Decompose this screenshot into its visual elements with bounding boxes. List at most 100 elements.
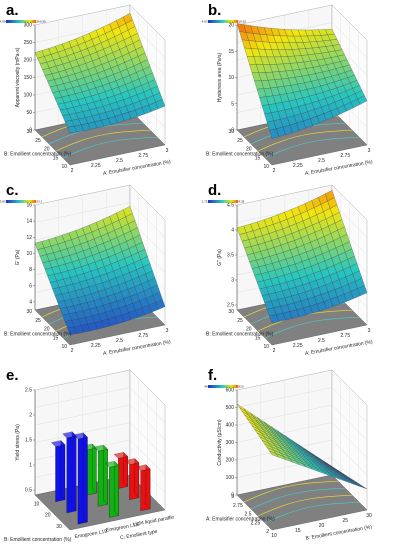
x-tick-label: 2.75 [138, 153, 148, 159]
y-tick-label: 30 [228, 309, 234, 315]
z-tick-label: 50 [26, 110, 32, 116]
z-tick-label: 3 [231, 278, 234, 284]
y-tick-label: 2.5 [245, 512, 252, 518]
colorbar-step [20, 200, 23, 203]
floor-contour [264, 501, 360, 524]
x-axis-label: A: Emulsifier concentration (%) [103, 339, 172, 357]
colorbar-step [230, 200, 233, 203]
y-axis-label: A: Emulsifier concentration (%) [206, 517, 275, 523]
y-tick-label: 30 [26, 309, 32, 315]
colorbar-step [224, 20, 227, 23]
colorbar-min: 4.63 [202, 19, 208, 23]
colorbar-step [216, 385, 219, 388]
y-tick-label: 20 [44, 147, 50, 153]
colorbar: 4.63 19.92 [202, 19, 247, 23]
colorbar: 2.75 4.35 [202, 199, 245, 203]
z-tick-label: 10 [26, 251, 32, 257]
z-tick-label: 3.5 [227, 253, 234, 259]
colorbar-step [222, 385, 225, 388]
y-axis-label: B: Emollient concentration (%) [4, 332, 72, 338]
bar-top [113, 452, 129, 459]
x-tick-label: 15 [295, 528, 301, 534]
wall-gridline [34, 202, 166, 238]
x-tick-label: 3 [166, 148, 169, 154]
panel-label: b. [208, 2, 221, 19]
colorbar-step [228, 385, 231, 388]
colorbar-step [16, 200, 19, 203]
colorbar-step [6, 200, 9, 203]
wall-gridline [236, 404, 368, 441]
colorbar-step [24, 200, 27, 203]
y-tick-label: 20 [45, 513, 51, 519]
z-tick-label: 20 [228, 23, 234, 29]
z-tick-label: 8 [29, 267, 32, 273]
surface-cell [155, 299, 166, 310]
y-tick-label: 15 [53, 155, 59, 161]
y-tick-label: 15 [53, 335, 59, 341]
colorbar-step [32, 20, 35, 23]
x-tick-label: 3 [166, 328, 169, 334]
colorbar-step [20, 20, 23, 23]
floor-contour [257, 494, 353, 517]
category-tick-label: Light liquid paraffin [132, 515, 175, 528]
y-tick-label: 30 [228, 129, 234, 135]
bar-top [104, 461, 120, 468]
colorbar-step [222, 200, 225, 203]
y-axis-label: B: Emollient concentration (%) [4, 152, 72, 158]
colorbar-step [220, 200, 223, 203]
bar-top [50, 440, 66, 447]
y-tick-label: 10 [61, 164, 67, 170]
z-tick-label: 1 [29, 463, 32, 469]
y-tick-label: 3 [231, 494, 234, 500]
surface-cell [357, 95, 368, 105]
z-tick-label: 14 [26, 219, 32, 225]
colorbar-step [34, 200, 37, 203]
y-tick-label: 2.75 [233, 503, 243, 509]
wall-gridline [34, 387, 166, 423]
colorbar-step [210, 200, 213, 203]
wall-gridline [236, 439, 368, 476]
z-tick-label: 4.5 [227, 203, 234, 209]
colorbar-step [226, 20, 229, 23]
z-axis-label: G' (Pa) [15, 249, 21, 265]
y-tick-label: 15 [255, 335, 261, 341]
colorbar-step [30, 20, 33, 23]
surface-cell [155, 99, 166, 109]
x-tick-label: 30 [366, 513, 372, 519]
z-tick-label: 0 [29, 128, 32, 134]
colorbar-step [14, 20, 17, 23]
bar-side [134, 458, 140, 499]
colorbar-max: 4.35 [239, 199, 245, 203]
colorbar-max: 19.92 [239, 19, 247, 23]
colorbar-step [210, 385, 213, 388]
z-tick-label: 500 [226, 405, 235, 411]
z-tick-label: 200 [226, 458, 235, 464]
z-tick-label: 300 [226, 440, 235, 446]
z-tick-label: 15 [228, 49, 234, 55]
z-tick-label: 4 [29, 299, 32, 305]
bar-top [136, 464, 151, 472]
colorbar-step [226, 200, 229, 203]
y-tick-label: 25 [35, 318, 41, 324]
colorbar-step [24, 20, 27, 23]
colorbar-step [16, 20, 19, 23]
x-tick-label: 25 [342, 518, 348, 524]
x-tick-label: 2.25 [91, 163, 101, 169]
colorbar-step [216, 20, 219, 23]
z-tick-label: 12 [26, 235, 32, 241]
y-tick-label: 25 [35, 138, 41, 144]
x-tick-label: 2 [273, 348, 276, 354]
colorbar-step [8, 20, 11, 23]
colorbar-step [18, 20, 21, 23]
surface-cell [357, 484, 368, 490]
z-tick-label: 2.5 [227, 303, 234, 309]
x-tick-label: 2.25 [293, 163, 303, 169]
colorbar-step [18, 200, 21, 203]
y-tick-label: 10 [263, 344, 269, 350]
z-tick-label: 100 [226, 475, 235, 481]
colorbar-step [226, 385, 229, 388]
bar-side [71, 431, 77, 512]
colorbar-step [234, 385, 237, 388]
bar-side [145, 464, 151, 510]
z-tick-label: 300 [24, 23, 33, 29]
